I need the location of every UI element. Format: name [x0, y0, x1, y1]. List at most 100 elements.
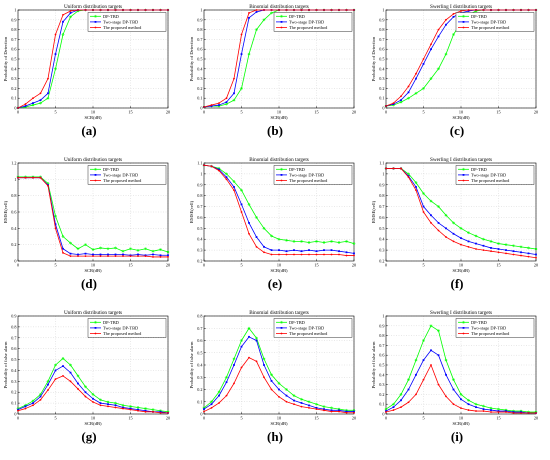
- x-tick-label: 15: [496, 263, 500, 268]
- data-point: [24, 407, 27, 410]
- y-tick-label: 1: [382, 314, 384, 319]
- chart-panel: 0 5 10 15 20 0 0.1 0.2 0.3 0.4 0.5 0.6 0.7 0.8 0.9 1 Bin…: [189, 2, 360, 140]
- data-point: [330, 253, 333, 256]
- legend-label: Two-stage DP-TBD: [289, 19, 324, 24]
- chart-panel: 0 5 10 15 20 0 0.1 0.2 0.3 0.4 0.5 0.6 0.7 0.8 Binomia…: [189, 308, 360, 446]
- y-tick-label: 0.7: [379, 37, 384, 42]
- data-point: [300, 240, 303, 243]
- data-point: [322, 405, 326, 409]
- data-point: [24, 105, 27, 109]
- data-point: [107, 255, 109, 257]
- data-point: [467, 9, 470, 11]
- data-point: [422, 359, 425, 361]
- data-point: [437, 67, 440, 71]
- series-line: [18, 177, 168, 258]
- legend-marker: [94, 179, 97, 182]
- data-point: [474, 234, 478, 238]
- y-axis-label: RMSE(cell): [371, 200, 376, 223]
- data-point: [519, 245, 523, 249]
- data-point: [144, 255, 147, 257]
- data-point: [122, 406, 124, 409]
- y-tick-label: 0.2: [379, 392, 384, 397]
- data-point: [445, 395, 447, 398]
- legend-label: DP-TBD: [471, 14, 487, 19]
- x-axis-label: SCR(dB): [452, 115, 470, 120]
- y-axis-label: Probability of Detection: [189, 36, 194, 81]
- line-chart: 0 5 10 15 20 0.2 0.3 0.4 0.5 0.6 0.7 0.8 0.9 1 1.1 Swer…: [371, 157, 538, 273]
- data-point: [159, 410, 162, 413]
- y-tick-label: 0.9: [379, 17, 384, 22]
- data-point: [225, 102, 228, 106]
- data-point: [338, 250, 340, 253]
- x-tick-label: 5: [54, 263, 56, 268]
- data-point: [69, 252, 72, 255]
- data-point: [129, 255, 132, 257]
- panel-label: (g): [81, 429, 97, 444]
- data-point: [77, 388, 79, 390]
- data-point: [345, 411, 348, 414]
- data-point: [527, 410, 530, 414]
- y-tick-label: 0.5: [197, 226, 202, 231]
- x-axis-label: SCR(dB): [84, 115, 102, 120]
- legend-marker: [94, 332, 97, 335]
- data-point: [24, 405, 27, 408]
- y-axis-label: Probability of false alarm: [189, 341, 194, 388]
- data-point: [308, 249, 310, 252]
- data-point: [203, 410, 205, 413]
- data-point: [69, 255, 72, 257]
- data-point: [385, 167, 387, 170]
- data-point: [144, 247, 147, 251]
- data-point: [233, 77, 235, 80]
- data-point: [210, 400, 213, 404]
- data-point: [460, 237, 462, 240]
- data-point: [61, 235, 65, 238]
- data-point: [467, 240, 470, 243]
- data-point: [240, 53, 243, 55]
- data-point: [385, 105, 387, 107]
- panel-label: (c): [449, 123, 465, 138]
- data-point: [166, 250, 170, 254]
- x-tick-label: 15: [314, 263, 318, 268]
- data-point: [467, 409, 470, 411]
- y-tick-label: 0: [14, 259, 16, 264]
- data-point: [278, 388, 280, 391]
- data-point: [46, 379, 50, 383]
- y-tick-label: 0.3: [197, 76, 202, 81]
- data-point: [114, 255, 117, 257]
- data-point: [136, 406, 140, 409]
- data-point: [232, 357, 236, 361]
- data-point: [482, 237, 485, 241]
- data-point: [315, 250, 318, 253]
- x-tick-label: 0: [17, 110, 19, 115]
- x-tick-label: 10: [277, 416, 281, 421]
- y-tick-label: 0.6: [11, 47, 16, 52]
- data-point: [505, 411, 507, 413]
- data-point: [39, 92, 42, 95]
- data-point: [277, 381, 281, 385]
- line-chart: 0 5 10 15 20 0.2 0.3 0.4 0.5 0.6 0.7 0.8 0.9 1 1.1 Bino…: [189, 157, 356, 273]
- data-point: [400, 95, 402, 98]
- x-tick-label: 5: [240, 263, 242, 268]
- x-tick-label: 20: [534, 416, 538, 421]
- legend-label: Two-stage DP-TBD: [103, 172, 138, 177]
- data-point: [39, 101, 42, 105]
- data-point: [497, 242, 500, 245]
- legend-marker: [94, 174, 97, 176]
- y-tick-label: 0.4: [11, 226, 17, 231]
- data-point: [263, 9, 265, 11]
- data-point: [474, 9, 478, 13]
- data-point: [392, 167, 395, 170]
- y-tick-label: 0.6: [11, 210, 16, 215]
- data-point: [24, 105, 27, 107]
- chart-title: Uniform distribution targets: [64, 309, 122, 316]
- data-point: [497, 9, 500, 11]
- data-point: [46, 182, 50, 185]
- data-point: [99, 246, 102, 250]
- chart-title: Binomial distribution targets: [249, 4, 309, 10]
- data-point: [92, 9, 94, 11]
